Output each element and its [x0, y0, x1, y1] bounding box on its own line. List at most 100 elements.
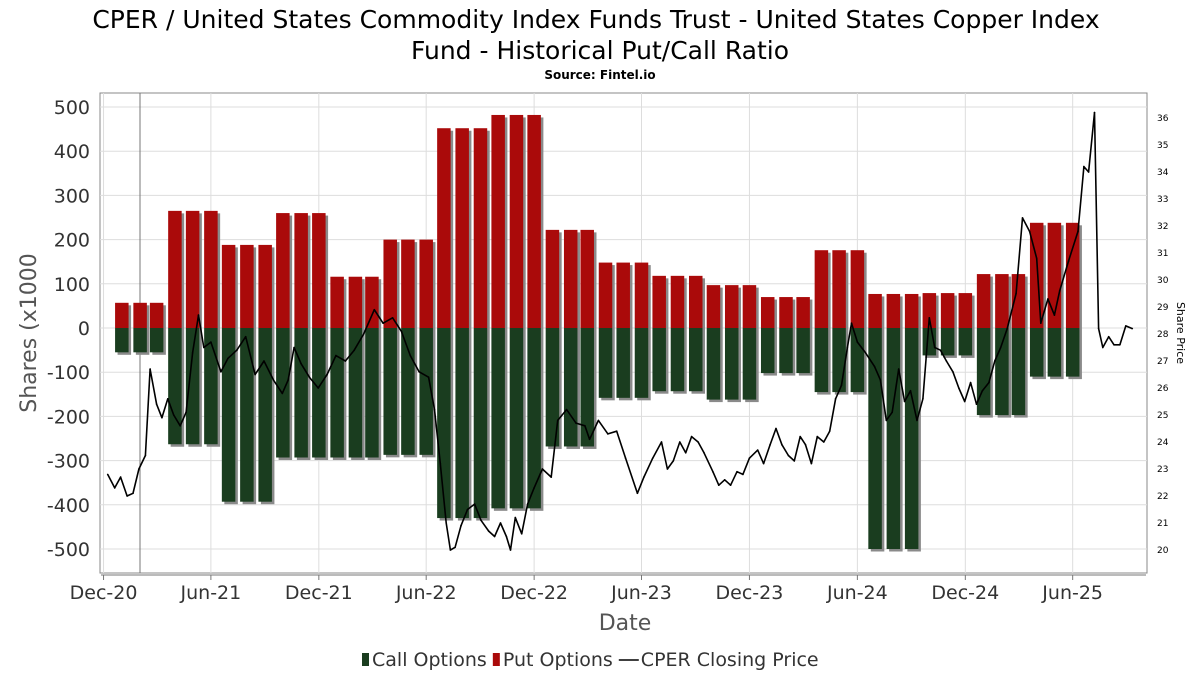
- call-bar-31: [670, 328, 685, 392]
- price-point-51: [480, 519, 482, 522]
- price-point-108: [864, 352, 867, 354]
- call-bar-36: [760, 328, 775, 374]
- y-tick-label-0: 500: [54, 97, 90, 119]
- call-bar-49: [995, 328, 1009, 416]
- price-point-113: [897, 368, 900, 370]
- price-point-138: [1053, 314, 1056, 316]
- y2-axis-ticks: 36 35 34 33 32 31 30 29 28 27 26 25 24 23 22 21 20: [1157, 114, 1169, 556]
- call-bar-1: [133, 328, 147, 353]
- price-point-16: [203, 346, 205, 349]
- price-point-80: [690, 435, 693, 438]
- price-point-134: [1028, 230, 1031, 233]
- price-point-73: [643, 476, 645, 478]
- call-bar-5: [204, 328, 218, 445]
- call-bar-6: [221, 328, 236, 502]
- put-bar-44: [904, 293, 919, 328]
- y2-tick-label-4: 32: [1157, 222, 1168, 232]
- call-bar-40: [832, 328, 846, 393]
- bars-layer: [115, 114, 1082, 552]
- price-point-96: [793, 460, 796, 462]
- price-point-132: [1015, 292, 1017, 295]
- y2-tick-label-3: 33: [1157, 195, 1168, 205]
- price-point-31: [326, 373, 328, 376]
- price-point-7: [149, 368, 151, 370]
- call-bar-51: [1029, 328, 1044, 377]
- price-point-90: [756, 449, 759, 451]
- price-point-54: [499, 522, 502, 524]
- call-bar-48: [976, 328, 991, 416]
- price-point-148: [1113, 344, 1115, 346]
- put-bar-5: [204, 210, 218, 328]
- put-bar-18: [437, 128, 451, 328]
- put-bar-4: [185, 210, 200, 328]
- price-point-123: [958, 387, 960, 389]
- call-bar-41: [850, 328, 865, 393]
- price-point-144: [1093, 111, 1096, 114]
- price-point-114: [903, 400, 906, 403]
- y2-tick-label-13: 23: [1157, 465, 1168, 475]
- price-point-47: [454, 546, 456, 549]
- price-point-85: [723, 479, 726, 481]
- put-bar-33: [706, 285, 721, 328]
- call-bar-46: [940, 328, 955, 356]
- put-bar-46: [940, 293, 955, 328]
- price-point-69: [607, 433, 609, 435]
- price-point-0: [106, 473, 109, 476]
- price-point-10: [167, 398, 169, 400]
- price-point-24: [272, 379, 275, 381]
- call-bar-12: [330, 328, 344, 458]
- price-point-136: [1040, 322, 1042, 325]
- call-bar-10: [294, 328, 308, 458]
- put-bar-7: [240, 244, 254, 328]
- x-axis-label: Date: [599, 611, 652, 636]
- x-tick-label-9: Jun-25: [1041, 582, 1103, 604]
- call-bar-24: [545, 328, 560, 447]
- price-point-102: [828, 430, 831, 433]
- call-bar-19: [455, 328, 469, 519]
- price-point-129: [994, 360, 996, 362]
- price-point-4: [132, 492, 134, 495]
- price-point-122: [952, 371, 954, 373]
- legend-label-1: Put Options: [503, 649, 613, 671]
- price-point-60: [533, 487, 535, 489]
- price-point-61: [541, 468, 544, 470]
- price-point-53: [493, 535, 496, 538]
- price-point-71: [624, 457, 627, 460]
- put-bar-48: [976, 274, 991, 328]
- call-bar-47: [958, 328, 973, 356]
- put-bar-30: [652, 275, 666, 328]
- price-point-84: [717, 484, 720, 487]
- call-bar-28: [616, 328, 630, 398]
- call-bar-35: [742, 328, 757, 400]
- price-point-106: [850, 322, 853, 325]
- put-bar-10: [294, 213, 308, 328]
- price-point-92: [769, 443, 771, 446]
- put-bar-27: [598, 262, 613, 328]
- price-point-112: [891, 411, 893, 414]
- put-bar-26: [580, 229, 594, 328]
- plot-frame: [99, 92, 1148, 574]
- price-point-110: [879, 379, 882, 381]
- chart-title-line-2: Fund - Historical Put/Call Ratio: [411, 36, 789, 65]
- y2-tick-label-5: 31: [1157, 249, 1168, 259]
- put-bar-14: [365, 276, 379, 328]
- price-point-40: [409, 354, 412, 357]
- call-bar-23: [527, 328, 541, 509]
- price-point-99: [810, 462, 813, 465]
- price-point-55: [505, 535, 508, 538]
- price-point-25: [281, 392, 284, 395]
- price-point-117: [922, 398, 924, 400]
- put-bar-3: [168, 210, 182, 328]
- y2-tick-label-10: 26: [1157, 384, 1169, 394]
- put-bar-36: [760, 297, 775, 328]
- price-point-50: [473, 503, 476, 505]
- call-bar-20: [473, 328, 488, 519]
- price-point-70: [615, 430, 618, 433]
- put-bar-16: [401, 239, 415, 328]
- price-point-74: [651, 457, 654, 460]
- call-bar-26: [580, 328, 594, 447]
- price-point-149: [1119, 344, 1121, 346]
- y-tick-label-6: -100: [47, 362, 90, 384]
- price-point-128: [988, 381, 990, 384]
- x-tick-label-3: Jun-22: [395, 582, 457, 604]
